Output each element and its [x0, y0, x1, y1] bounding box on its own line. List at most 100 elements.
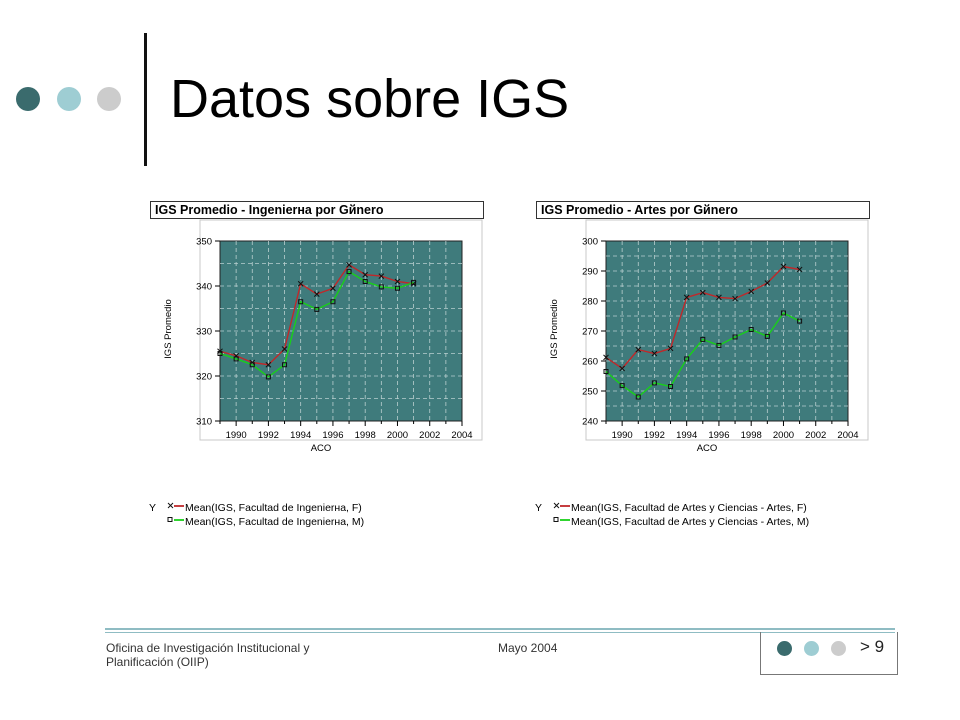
footer-dot-mid	[804, 641, 819, 656]
data-point	[394, 285, 400, 291]
chart-ingenieria-plot: 310 320 330 340 350 1990 1992 1994 1996 1998 2000 2…	[163, 219, 483, 522]
x-axis-label: AСO	[311, 443, 332, 454]
footer-org-line2: Planificación (OIIP)	[106, 655, 209, 669]
chart-title: IGS Promedio - Ingenierнa por Gйnero	[150, 201, 484, 219]
data-point	[346, 261, 352, 268]
legend-marker	[553, 517, 559, 522]
title-divider	[144, 33, 147, 166]
data-point	[362, 271, 369, 278]
x-tick-label: 1992	[644, 430, 665, 441]
x-tick-label: 1996	[322, 430, 343, 441]
x-tick-label: 2004	[837, 430, 858, 441]
data-point	[635, 346, 642, 353]
legend-entry-m: Mean(IGS, Facultad de Ingenierнa, M)	[185, 516, 365, 528]
footer-org-line1: Oficina de Investigación Institucional y	[106, 641, 310, 655]
x-axis-label: AСO	[697, 443, 718, 454]
page-number: > 9	[860, 637, 885, 656]
x-tick-label: 1998	[355, 430, 376, 441]
data-point	[764, 333, 770, 339]
decorative-dot-mid	[57, 87, 81, 111]
data-point	[603, 369, 609, 374]
footer-date: Mayo 2004	[498, 641, 558, 655]
data-point	[651, 350, 658, 357]
data-point	[603, 354, 609, 361]
footer-rule	[105, 632, 895, 633]
x-tick-label: 2000	[773, 430, 794, 441]
data-point	[330, 299, 336, 305]
data-point	[667, 345, 674, 352]
data-point	[298, 299, 304, 305]
x-tick-label: 2002	[805, 430, 826, 441]
data-point	[346, 269, 352, 275]
x-tick-label: 2002	[419, 430, 440, 441]
x-tick-label: 1992	[258, 430, 279, 441]
data-point	[297, 280, 304, 287]
y-axis-label: IGS Promedio	[163, 299, 174, 359]
data-point	[683, 294, 690, 301]
data-point	[716, 342, 722, 348]
y-tick-label: 290	[582, 267, 598, 278]
y-tick-label: 340	[196, 282, 212, 293]
footer-organization: Oficina de Investigación Institucional y…	[106, 641, 309, 669]
x-tick-label: 1994	[290, 430, 311, 441]
data-point	[780, 263, 787, 270]
data-point	[314, 306, 320, 312]
data-point	[668, 384, 674, 389]
legend-title: Y	[535, 502, 543, 514]
data-point	[780, 310, 786, 316]
y-tick-label: 300	[582, 237, 598, 248]
y-tick-label: 320	[196, 372, 212, 383]
data-point	[217, 351, 223, 356]
data-point	[282, 362, 288, 368]
data-point	[796, 266, 803, 273]
data-point	[699, 289, 706, 296]
data-point	[281, 346, 288, 352]
y-tick-label: 310	[196, 417, 212, 428]
data-point	[362, 279, 368, 284]
slide-title: Datos sobre IGS	[170, 69, 570, 129]
chart-ingenieria: IGS Promedio - Ingenierнa por Gйnero 310…	[142, 198, 496, 533]
x-tick-label: 1990	[612, 430, 633, 441]
data-point	[619, 365, 625, 372]
legend-marker	[167, 502, 174, 509]
x-tick-label: 1990	[226, 430, 247, 441]
series-line	[219, 270, 414, 378]
data-point	[313, 291, 320, 297]
legend-entry-m: Mean(IGS, Facultad de Artes y Ciencias -…	[571, 516, 810, 528]
y-tick-label: 260	[582, 357, 598, 368]
data-point	[635, 394, 641, 400]
x-tick-label: 1998	[741, 430, 762, 441]
data-point	[716, 294, 722, 301]
data-point	[764, 280, 771, 286]
chart-title: IGS Promedio - Artes por Gйnero	[536, 201, 870, 219]
data-point	[394, 278, 401, 285]
x-tick-label: 1996	[708, 430, 729, 441]
data-point	[378, 284, 384, 290]
legend-marker	[167, 517, 173, 522]
x-tick-label: 2004	[451, 430, 472, 441]
data-point	[732, 334, 738, 340]
y-tick-label: 350	[196, 237, 212, 248]
x-tick-label: 1994	[676, 430, 697, 441]
y-tick-label: 330	[196, 327, 212, 338]
data-point	[249, 362, 255, 368]
y-tick-label: 240	[582, 417, 598, 428]
decorative-dot-dark	[16, 87, 40, 111]
data-point	[732, 295, 738, 302]
data-point	[651, 380, 657, 386]
footer-rule	[105, 628, 895, 630]
chart-artes: IGS Promedio - Artes por Gйnero 240 250 26…	[528, 198, 882, 533]
y-tick-label: 250	[582, 387, 598, 398]
data-point	[265, 374, 271, 380]
data-point	[233, 356, 239, 362]
data-point	[700, 336, 706, 342]
data-point	[684, 356, 690, 362]
data-point	[330, 285, 336, 292]
page-indicator-box	[760, 632, 898, 675]
y-axis-label: IGS Promedio	[549, 299, 560, 359]
chart-artes-plot: 240 250 260 270 280 290 300 1990 1992 1994 1996 199…	[549, 219, 869, 522]
data-point	[748, 288, 755, 295]
legend-title: Y	[149, 502, 157, 514]
decorative-dot-light	[97, 87, 121, 111]
footer-dot-light	[831, 641, 846, 656]
